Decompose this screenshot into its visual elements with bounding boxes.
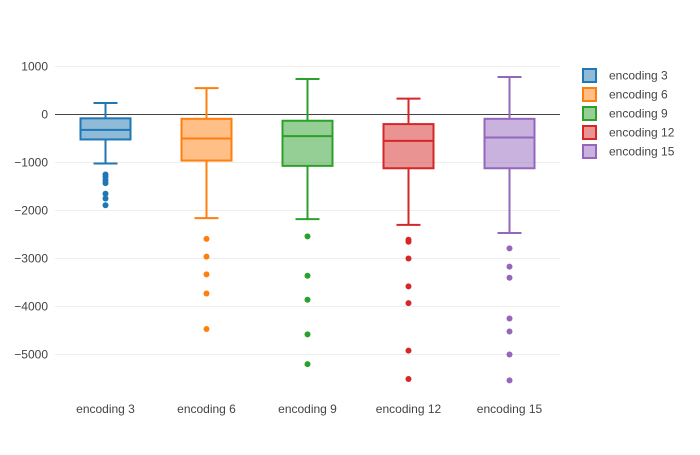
outlier-point	[102, 190, 109, 197]
y-tick-label: −3000	[14, 252, 48, 266]
x-tick-label: encoding 3	[76, 402, 135, 416]
outlier-point	[203, 326, 210, 333]
y-axis-ticks: 1000 0 −1000 −2000 −3000 −4000 −5000	[14, 60, 48, 362]
outlier-point	[405, 255, 412, 262]
legend-swatch[interactable]	[582, 87, 597, 102]
outlier-point	[304, 272, 311, 279]
outlier-point	[506, 377, 513, 384]
outlier-point	[506, 274, 513, 281]
legend-swatch[interactable]	[582, 68, 597, 83]
outlier-point	[102, 195, 109, 202]
y-tick-label: −4000	[14, 300, 48, 314]
outlier-point	[304, 296, 311, 303]
x-tick-label: encoding 15	[477, 402, 543, 416]
x-axis-ticks: encoding 3 encoding 6 encoding 9 encoding 1…	[76, 402, 542, 416]
legend-label[interactable]: encoding 3	[609, 69, 668, 83]
legend-item[interactable]: encoding 3	[582, 68, 668, 83]
y-tick-label: −5000	[14, 348, 48, 362]
legend-label[interactable]: encoding 9	[609, 107, 668, 121]
box-body	[483, 117, 536, 170]
box-body	[281, 119, 334, 167]
legend-item[interactable]: encoding 15	[582, 144, 675, 159]
outlier-point	[506, 245, 513, 252]
legend-swatch[interactable]	[582, 106, 597, 121]
x-tick-label: encoding 9	[278, 402, 337, 416]
outlier-point	[203, 235, 210, 242]
outlier-point	[506, 351, 513, 358]
box-body	[180, 117, 233, 162]
box-3	[281, 77, 334, 368]
legend-swatch[interactable]	[582, 144, 597, 159]
legend-item[interactable]: encoding 6	[582, 87, 668, 102]
x-tick-label: encoding 12	[376, 402, 442, 416]
box-2	[180, 87, 233, 333]
boxes-layer	[79, 76, 536, 384]
outlier-point	[405, 300, 412, 307]
box-body	[382, 123, 435, 170]
legend-label[interactable]: encoding 12	[609, 126, 675, 140]
outlier-point	[203, 290, 210, 297]
legend-label[interactable]: encoding 6	[609, 88, 668, 102]
y-tick-label: 0	[41, 108, 48, 122]
outlier-point	[304, 233, 311, 240]
outlier-point	[102, 180, 109, 187]
legend[interactable]: encoding 3 encoding 6 encoding 9 encoding 1…	[582, 68, 675, 159]
legend-item[interactable]: encoding 12	[582, 125, 675, 140]
y-tick-label: −2000	[14, 204, 48, 218]
x-tick-label: encoding 6	[177, 402, 236, 416]
y-tick-label: 1000	[21, 60, 48, 74]
legend-swatch[interactable]	[582, 125, 597, 140]
box-5	[483, 76, 536, 384]
legend-label[interactable]: encoding 15	[609, 145, 675, 159]
box-4	[382, 97, 435, 382]
outlier-point	[203, 271, 210, 278]
outlier-point	[506, 263, 513, 270]
outlier-point	[304, 361, 311, 368]
outlier-point	[304, 331, 311, 338]
outlier-point	[506, 328, 513, 335]
box-1	[79, 101, 132, 209]
legend-item[interactable]: encoding 9	[582, 106, 668, 121]
outlier-point	[405, 375, 412, 382]
outlier-point	[506, 315, 513, 322]
outlier-point	[203, 253, 210, 260]
y-tick-label: −1000	[14, 156, 48, 170]
outlier-point	[102, 202, 109, 209]
outlier-point	[405, 238, 412, 245]
outlier-point	[405, 347, 412, 354]
outlier-point	[405, 283, 412, 290]
